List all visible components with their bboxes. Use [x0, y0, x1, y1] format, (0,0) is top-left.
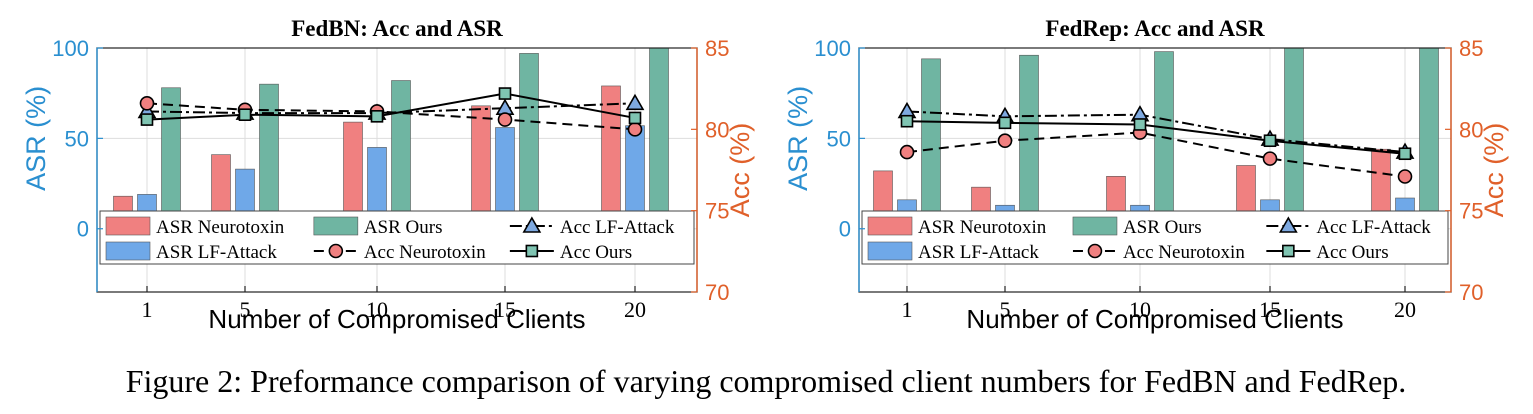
bar-asr-ours	[1419, 47, 1439, 230]
point-acc-ours	[900, 114, 914, 128]
bar-asr-ours	[1284, 47, 1304, 230]
legend-label-asr-neurotoxin: ASR Neurotoxin	[918, 217, 1047, 238]
x-tick-label: 5	[240, 297, 251, 322]
legend-marker-acc-lf-attack	[1278, 216, 1298, 233]
x-tick-label: 20	[1394, 297, 1416, 322]
legend-swatch-asr-ours	[313, 216, 359, 236]
point-acc-ours	[628, 111, 642, 125]
chart-title: FedBN: Acc and ASR	[291, 16, 503, 41]
legend-label-asr-ours: ASR Ours	[1123, 217, 1202, 238]
left-tick-label: 50	[65, 126, 89, 151]
figure-caption: Figure 2: Preformance comparison of vary…	[126, 363, 1407, 399]
x-tick-label: 20	[624, 297, 646, 322]
bar-asr-ours	[161, 87, 181, 230]
legend-label-acc-ours: Acc Ours	[560, 242, 632, 263]
x-tick-label: 10	[1129, 297, 1151, 322]
left-tick-label: 100	[814, 36, 851, 61]
legend-swatch-asr-lf-attack	[105, 241, 151, 261]
right-tick-label: 80	[1459, 117, 1483, 142]
legend	[861, 210, 1449, 265]
right-tick-label: 85	[1459, 36, 1483, 61]
bar-asr-ours	[391, 80, 411, 230]
legend-marker-acc-lf-attack	[522, 216, 542, 233]
legend-marker-acc-neurotoxin	[328, 243, 344, 259]
point-acc-neurotoxin	[497, 112, 513, 127]
right-axis-label: Acc (%)	[1479, 123, 1509, 218]
bar-asr-ours	[921, 58, 941, 230]
legend-label-acc-ours: Acc Ours	[1316, 242, 1388, 263]
right-axis-label: Acc (%)	[725, 123, 755, 218]
left-axis-label: ASR (%)	[783, 86, 813, 191]
point-acc-ours	[370, 110, 384, 123]
x-axis-label: Number of Compromised Clients	[966, 304, 1343, 334]
bar-asr-ours	[519, 53, 539, 230]
x-tick-label: 5	[1000, 297, 1011, 322]
legend-label-acc-neurotoxin: Acc Neurotoxin	[364, 242, 486, 263]
legend-label-asr-ours: ASR Ours	[364, 217, 443, 238]
x-axis-label: Number of Compromised Clients	[208, 304, 585, 334]
legend-label-acc-lf-attack: Acc LF-Attack	[1316, 217, 1431, 238]
point-acc-ours	[238, 108, 252, 121]
left-tick-label: 0	[839, 217, 851, 242]
legend-swatch-asr-lf-attack	[867, 241, 913, 261]
legend-label-acc-neurotoxin: Acc Neurotoxin	[1123, 242, 1245, 263]
point-acc-ours	[1133, 118, 1147, 131]
right-tick-label: 70	[1459, 280, 1483, 305]
left-tick-label: 100	[52, 36, 89, 61]
legend-marker-acc-ours	[1282, 244, 1295, 258]
legend-label-asr-lf-attack: ASR LF-Attack	[918, 242, 1039, 263]
legend	[99, 210, 695, 265]
right-tick-label: 75	[1459, 199, 1483, 224]
x-tick-label: 15	[494, 297, 516, 322]
x-tick-label: 1	[902, 297, 913, 322]
left-tick-label: 50	[827, 126, 851, 151]
bar-asr-ours	[1154, 51, 1174, 230]
bar-asr-neurotoxin	[471, 105, 491, 230]
point-acc-neurotoxin	[899, 144, 915, 160]
fedrep-chart: ASR Neurotoxin ASR Ours Acc LF-Attack ASR L…	[783, 16, 1509, 334]
point-acc-neurotoxin	[1262, 151, 1278, 166]
fedbn-chart: ASR Neurotoxin ASR Ours Acc LF-Attack ASR L…	[21, 16, 755, 334]
point-acc-neurotoxin	[139, 96, 155, 111]
chart-title: FedRep: Acc and ASR	[1045, 16, 1265, 41]
legend-label-asr-lf-attack: ASR LF-Attack	[156, 242, 277, 263]
legend-swatch-asr-neurotoxin	[105, 216, 151, 236]
point-acc-ours	[140, 113, 154, 126]
point-acc-ours	[1398, 147, 1412, 161]
bar-asr-ours	[1019, 54, 1039, 230]
point-acc-ours	[1263, 134, 1277, 148]
bar-asr-neurotoxin	[601, 85, 621, 230]
bar-asr-ours	[649, 47, 669, 230]
legend-label-acc-lf-attack: Acc LF-Attack	[560, 217, 675, 238]
left-axis-label: ASR (%)	[21, 86, 51, 191]
right-tick-label: 85	[705, 36, 729, 61]
point-acc-neurotoxin	[627, 122, 643, 137]
x-tick-label: 15	[1259, 297, 1281, 322]
legend-marker-acc-ours	[525, 244, 539, 258]
legend-swatch-asr-neurotoxin	[867, 216, 913, 236]
left-tick-label: 0	[77, 217, 89, 242]
bar-asr-ours	[259, 83, 279, 230]
point-acc-ours	[998, 116, 1012, 130]
legend-label-asr-neurotoxin: ASR Neurotoxin	[156, 217, 285, 238]
right-tick-label: 75	[705, 199, 729, 224]
legend-marker-acc-neurotoxin	[1087, 243, 1103, 259]
right-tick-label: 70	[705, 280, 729, 305]
x-tick-label: 1	[142, 297, 153, 322]
legend-swatch-asr-ours	[1072, 216, 1118, 236]
point-acc-neurotoxin	[1397, 169, 1413, 184]
point-acc-lf-attack	[625, 93, 645, 111]
x-tick-label: 10	[366, 297, 388, 322]
point-acc-ours	[498, 87, 512, 100]
right-tick-label: 80	[705, 117, 729, 142]
point-acc-neurotoxin	[997, 133, 1013, 149]
